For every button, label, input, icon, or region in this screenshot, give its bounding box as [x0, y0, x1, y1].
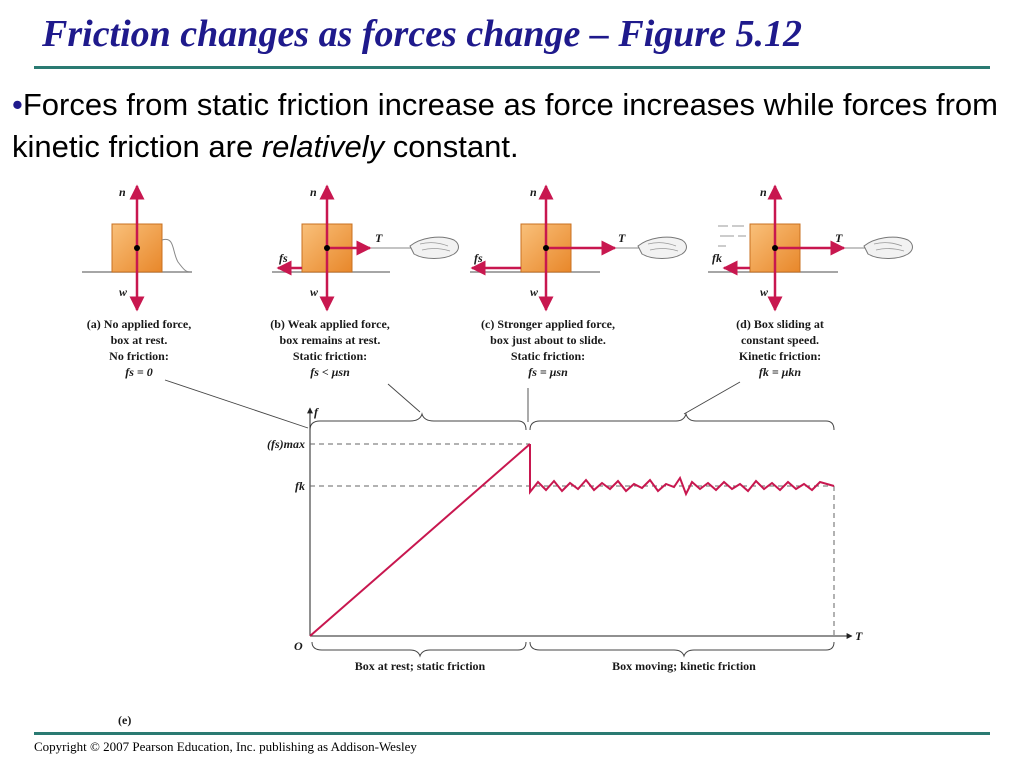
caption-connectors [164, 379, 741, 429]
x-axis-label: T [855, 629, 863, 643]
graph-top-braces [309, 412, 835, 431]
bullet-text-end: constant. [384, 129, 519, 164]
caption-d-line3: Kinetic friction: [739, 349, 821, 363]
caption-b-line1: (b) Weak applied force, [270, 317, 390, 331]
static-region-label: Box at rest; static friction [355, 659, 486, 673]
motion-lines [718, 225, 746, 247]
static-friction-line [309, 443, 531, 637]
static-bottom-brace [311, 641, 527, 658]
weight-label: w [119, 285, 128, 299]
tension-label: T [375, 231, 383, 245]
weight-label: w [760, 285, 769, 299]
caption-c-line2: box just about to slide. [490, 333, 606, 347]
bullet-text: Forces from static friction increase as … [12, 87, 998, 164]
caption-a-line1: (a) No applied force, [87, 317, 191, 331]
center-dot [772, 245, 778, 251]
kinetic-friction-label: fk [712, 251, 722, 265]
static-friction-label: fs [279, 251, 288, 265]
center-dot [134, 245, 140, 251]
panel-b: n w T fs (b) Weak applied force, box rem… [270, 184, 459, 379]
title-divider [34, 66, 990, 69]
pulling-hand [863, 236, 913, 259]
normal-label: n [310, 185, 317, 199]
kinetic-friction-line [529, 444, 835, 497]
tension-label: T [835, 231, 843, 245]
kinetic-brace [529, 412, 835, 431]
y-axis-label: f [314, 405, 319, 419]
caption-a-line4: fs = 0 [125, 365, 153, 379]
bullet-point: •Forces from static friction increase as… [12, 84, 1012, 168]
kinetic-region-label: Box moving; kinetic friction [612, 659, 756, 673]
pulling-hand [409, 236, 459, 259]
caption-c-line4: fs = μsn [528, 365, 568, 379]
center-dot [324, 245, 330, 251]
friction-graph: f T O (fs)max fk [267, 405, 863, 653]
caption-b-line3: Static friction: [293, 349, 367, 363]
center-dot [543, 245, 549, 251]
pulling-hand [637, 236, 687, 259]
caption-a-line2: box at rest. [111, 333, 168, 347]
part-e-label: (e) [118, 713, 131, 727]
panel-a: n w (a) No applied force, box at rest. N… [82, 184, 192, 379]
caption-d-line2: constant speed. [741, 333, 819, 347]
normal-label: n [760, 185, 767, 199]
normal-label: n [119, 185, 126, 199]
kinetic-bottom-brace [529, 641, 835, 658]
graph-bottom-braces [311, 641, 835, 658]
fs-max-label: (fs)max [267, 437, 305, 451]
origin-label: O [294, 639, 303, 653]
caption-c-line3: Static friction: [511, 349, 585, 363]
bullet-emphasis: relatively [261, 129, 385, 164]
fk-label: fk [295, 479, 305, 493]
static-friction-label: fs [474, 251, 483, 265]
weight-label: w [310, 285, 319, 299]
tension-label: T [618, 231, 626, 245]
caption-d-line1: (d) Box sliding at [736, 317, 824, 331]
copyright-footer: Copyright © 2007 Pearson Education, Inc.… [34, 739, 417, 754]
normal-label: n [530, 185, 537, 199]
slide-title: Friction changes as forces change – Figu… [42, 13, 803, 55]
caption-c-line1: (c) Stronger applied force, [481, 317, 615, 331]
caption-b-line4: fs < μsn [310, 365, 350, 379]
caption-a-line3: No friction: [109, 349, 169, 363]
panel-c: n w T fs (c) Stronger applied force, box… [470, 184, 687, 379]
bullet-marker: • [12, 87, 23, 122]
panel-d: n w T fk (d) Box sliding at constant spe… [708, 184, 913, 379]
caption-d-line4: fk = μkn [759, 365, 802, 379]
static-brace [309, 412, 527, 431]
footer-divider [34, 732, 990, 735]
slack-rope [161, 238, 191, 273]
caption-b-line2: box remains at rest. [280, 333, 381, 347]
weight-label: w [530, 285, 539, 299]
